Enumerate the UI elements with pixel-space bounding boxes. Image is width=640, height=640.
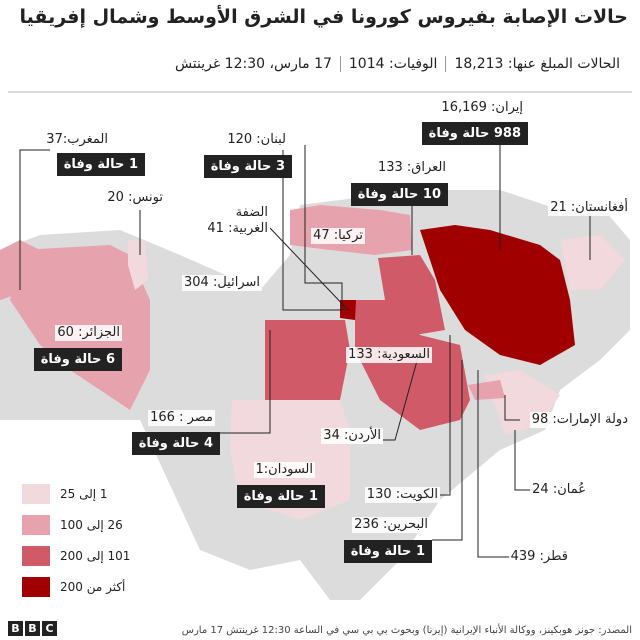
deaths-label: 6 حالة وفاة — [33, 348, 122, 371]
country-label: السودان:1 — [253, 462, 315, 478]
country-label: تونس: 20 — [105, 190, 165, 206]
legend-item: 1 إلى 25 — [22, 484, 108, 504]
stat: الوفيات: 1014 — [339, 56, 446, 72]
legend-item: أكثر من 200 — [22, 577, 125, 597]
country-label: العراق: 133 — [375, 160, 448, 176]
deaths-label: 1 حالة وفاة — [56, 153, 145, 176]
legend-swatch — [22, 577, 50, 597]
legend-swatch — [22, 546, 50, 566]
country-label: لبنان: 120 — [225, 132, 288, 148]
country-label: عُمان: 24 — [530, 482, 588, 498]
legend-swatch — [22, 515, 50, 535]
deaths-label: 1 حالة وفاة — [236, 485, 325, 508]
afghanistan — [560, 235, 625, 290]
country-label: الجزائر: 60 — [55, 325, 122, 341]
logo-letter: C — [42, 621, 57, 636]
stat: الحالات المبلغ عنها: 18,213 — [445, 56, 628, 72]
legend-item: 26 إلى 100 — [22, 515, 123, 535]
country-label: اسرائيل: 304 — [181, 275, 262, 291]
country-label: البحرين: 236 — [352, 517, 430, 533]
country-label: الأردن: 34 — [321, 428, 383, 444]
egypt — [265, 320, 350, 400]
legend-swatch — [22, 484, 50, 504]
deaths-label: 4 حالة وفاة — [131, 432, 220, 455]
title: حالات الإصابة بفيروس كورونا في الشرق الأ… — [19, 6, 628, 28]
iran — [420, 225, 575, 365]
logo-letter: B — [8, 621, 23, 636]
country-label: السعودية: 133 — [346, 347, 432, 363]
saudi — [355, 300, 470, 430]
source: المصدر: جونز هوبكينز، ووكالة الأنباء الإ… — [181, 625, 632, 636]
country-label: تركيا: 47 — [311, 228, 365, 244]
country-label: إيران: 16,169 — [439, 100, 525, 116]
deaths-label: 3 حالة وفاة — [203, 155, 292, 178]
legend-label: 26 إلى 100 — [60, 518, 123, 532]
legend-label: أكثر من 200 — [60, 580, 126, 594]
stats: الحالات المبلغ عنها: 18,213 الوفيات: 1014… — [167, 56, 628, 72]
leader-lines — [19, 135, 591, 558]
country-label: أفغانستان: 21 — [548, 200, 630, 216]
deaths-label: 10 حالة وفاة — [350, 183, 448, 206]
legend-item: 101 إلى 200 — [22, 546, 130, 566]
country-label: الضفة الغربية: 41 — [205, 205, 270, 237]
iraq — [378, 255, 445, 335]
country-label: قطر: 439 — [508, 549, 570, 565]
uae — [468, 380, 505, 400]
tunisia — [128, 240, 148, 290]
logo-letter: B — [25, 621, 40, 636]
country-label: المغرب:37 — [44, 132, 110, 148]
legend-label: 101 إلى 200 — [60, 549, 131, 563]
country-label: الكويت: 130 — [364, 487, 440, 503]
stat: 17 مارس، 12:30 غرينتش — [174, 56, 332, 72]
country-label: مصر : 166 — [148, 410, 215, 426]
deaths-label: 1 حالة وفاة — [343, 540, 432, 563]
deaths-label: 988 حالة وفاة — [421, 122, 528, 145]
country-label: دولة الإمارات: 98 — [529, 412, 630, 428]
legend-label: 1 إلى 25 — [60, 487, 108, 501]
